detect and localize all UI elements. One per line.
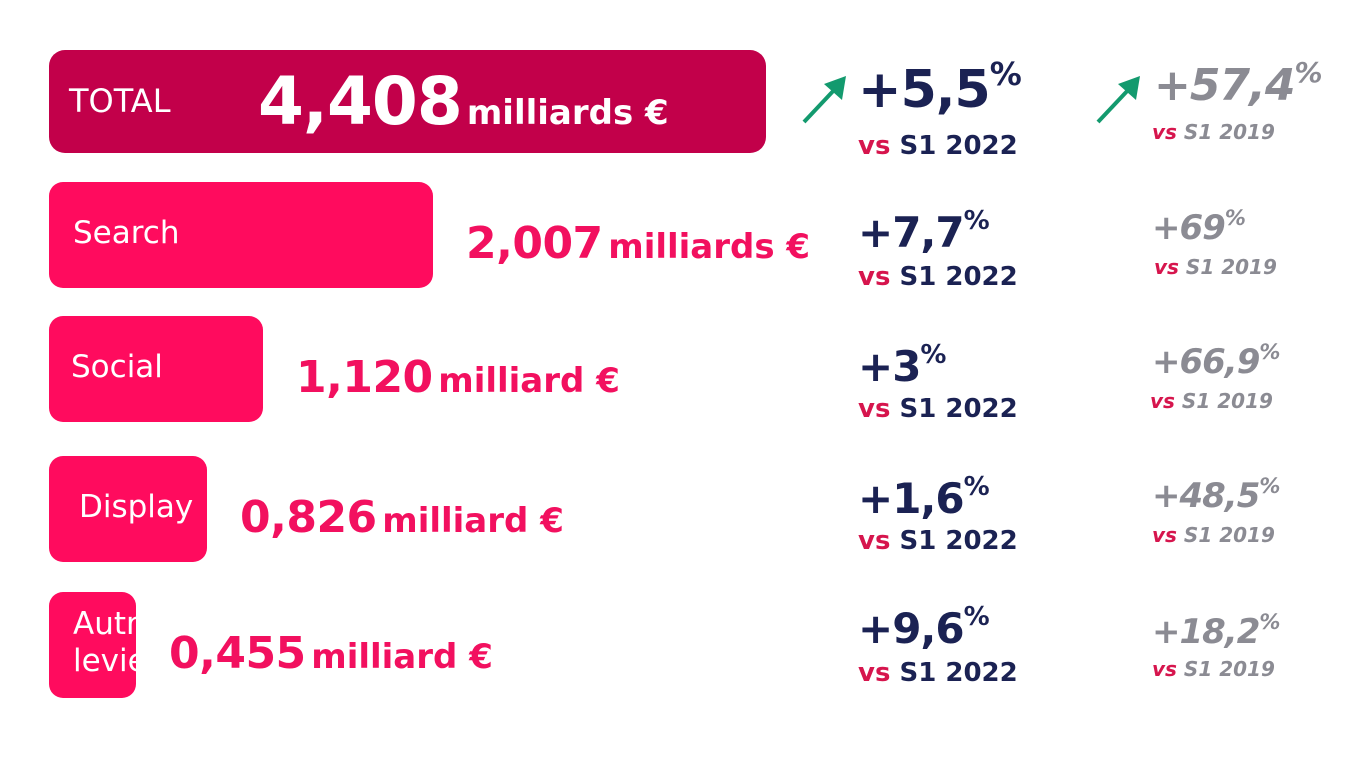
total-value-number: 4,408 (258, 63, 463, 140)
change-vs-2022-autres-leviers-number: +9,6 (858, 604, 965, 653)
change-vs-2019-search-number: +69 (1152, 208, 1226, 248)
change-vs-2019-search: +69% (1152, 206, 1246, 248)
change-vs-2022-social-number: +3 (858, 342, 921, 391)
vs-2019-label-display-period: S1 2019 (1183, 523, 1275, 547)
change-vs-2019-autres-leviers-percent: % (1259, 610, 1281, 634)
value-label-display: 0,826 milliard € (240, 492, 564, 543)
change-vs-2019-autres-leviers: +18,2% (1152, 610, 1280, 652)
total-change-vs-2022-percent: % (989, 55, 1022, 93)
value-number-social: 1,120 (296, 352, 433, 403)
bar-label-autres-leviers: Autres leviers (73, 606, 176, 680)
bar-label-line: leviers (73, 643, 176, 680)
vs-2019-label-social: vs S1 2019 (1150, 389, 1273, 413)
total-vs-2019-label-period: S1 2019 (1183, 120, 1275, 144)
vs-2019-label-autres-leviers: vs S1 2019 (1152, 657, 1275, 681)
value-number-search: 2,007 (466, 218, 603, 269)
vs-2022-label-search: vs S1 2022 (858, 262, 1018, 292)
value-label-autres-leviers: 0,455 milliard € (169, 628, 493, 679)
bar-display (49, 456, 207, 562)
vs-2019-label-search-period: S1 2019 (1185, 255, 1277, 279)
change-vs-2022-display-number: +1,6 (858, 474, 965, 523)
total-vs-2022-label-period: S1 2022 (899, 131, 1018, 161)
value-number-autres-leviers: 0,455 (169, 628, 306, 679)
change-vs-2019-search-percent: % (1224, 206, 1246, 230)
change-vs-2022-display-percent: % (963, 472, 990, 502)
value-unit-display: milliard € (382, 501, 564, 541)
total-vs-2019-label: vs S1 2019 (1152, 120, 1275, 144)
value-unit-social: milliard € (438, 361, 620, 401)
bar-social (49, 316, 263, 422)
vs-2019-label-autres-leviers-vs-word: vs (1152, 657, 1177, 681)
change-vs-2019-social: +66,9% (1152, 340, 1280, 382)
value-unit-autres-leviers: milliard € (311, 637, 493, 677)
change-vs-2022-search-percent: % (963, 206, 990, 236)
trend-up-arrow-icon (802, 76, 846, 124)
total-change-vs-2019-percent: % (1294, 56, 1323, 89)
change-vs-2019-display: +48,5% (1152, 474, 1280, 516)
vs-2022-label-autres-leviers-period: S1 2022 (899, 658, 1018, 688)
total-change-vs-2019: +57,4% (1154, 56, 1323, 111)
change-vs-2019-display-percent: % (1259, 474, 1281, 498)
vs-2019-label-display: vs S1 2019 (1152, 523, 1275, 547)
bar-label-line: Search (73, 214, 180, 251)
trend-up-arrow-icon (1096, 76, 1140, 124)
vs-2022-label-display-vs-word: vs (858, 526, 891, 556)
total-value-unit: milliards € (466, 93, 669, 133)
change-vs-2019-social-percent: % (1259, 340, 1281, 364)
bar-label-line: Autres (73, 606, 174, 642)
vs-2022-label-social-vs-word: vs (858, 394, 891, 424)
total-change-vs-2022-number: +5,5 (858, 60, 991, 120)
vs-2019-label-display-vs-word: vs (1152, 523, 1177, 547)
bar-label-line: Display (79, 488, 194, 525)
vs-2022-label-search-vs-word: vs (858, 262, 891, 292)
total-bar-label: TOTAL (69, 82, 171, 120)
total-value-label: 4,408 milliards € (258, 63, 669, 140)
change-vs-2022-social: +3% (858, 340, 946, 391)
value-label-search: 2,007 milliards € (466, 218, 810, 269)
bar-label-line: Social (71, 348, 163, 385)
vs-2022-label-autres-leviers-vs-word: vs (858, 658, 891, 688)
total-change-vs-2019-number: +57,4 (1154, 60, 1295, 111)
change-vs-2022-social-percent: % (920, 340, 947, 370)
total-vs-2022-label-vs-word: vs (858, 131, 891, 161)
total-change-vs-2022: +5,5% (858, 55, 1022, 120)
vs-2019-label-autres-leviers-period: S1 2019 (1183, 657, 1275, 681)
vs-2019-label-social-vs-word: vs (1150, 389, 1175, 413)
vs-2022-label-display-period: S1 2022 (899, 526, 1018, 556)
change-vs-2022-autres-leviers-percent: % (963, 602, 990, 632)
bar-label-search: Search (73, 215, 180, 252)
bar-label-social: Social (71, 349, 163, 386)
vs-2019-label-search: vs S1 2019 (1154, 255, 1277, 279)
change-vs-2022-search: +7,7% (858, 206, 990, 257)
total-vs-2022-label: vs S1 2022 (858, 131, 1018, 161)
value-label-social: 1,120 milliard € (296, 352, 620, 403)
vs-2019-label-social-period: S1 2019 (1181, 389, 1273, 413)
change-vs-2019-social-number: +66,9 (1152, 342, 1260, 382)
total-vs-2019-label-vs-word: vs (1152, 120, 1177, 144)
value-unit-search: milliards € (608, 227, 811, 267)
bar-autres-leviers (49, 592, 136, 698)
bar-search (49, 182, 433, 288)
vs-2022-label-display: vs S1 2022 (858, 526, 1018, 556)
total-bar (49, 50, 766, 153)
vs-2022-label-social: vs S1 2022 (858, 394, 1018, 424)
vs-2022-label-social-period: S1 2022 (899, 394, 1018, 424)
change-vs-2019-autres-leviers-number: +18,2 (1152, 612, 1260, 652)
bar-label-display: Display (79, 489, 193, 526)
vs-2022-label-search-period: S1 2022 (899, 262, 1018, 292)
change-vs-2022-display: +1,6% (858, 472, 990, 523)
vs-2019-label-search-vs-word: vs (1154, 255, 1179, 279)
vs-2022-label-autres-leviers: vs S1 2022 (858, 658, 1018, 688)
change-vs-2019-display-number: +48,5 (1152, 476, 1260, 516)
change-vs-2022-search-number: +7,7 (858, 208, 965, 257)
value-number-display: 0,826 (240, 492, 377, 543)
change-vs-2022-autres-leviers: +9,6% (858, 602, 990, 653)
